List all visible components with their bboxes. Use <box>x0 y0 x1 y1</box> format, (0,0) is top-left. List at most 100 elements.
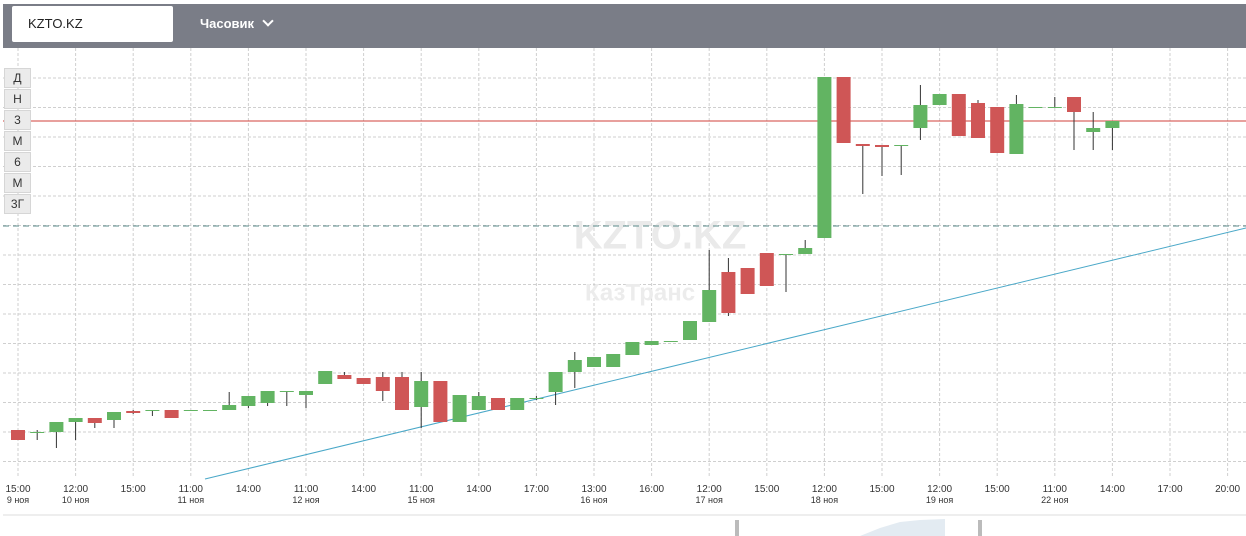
candle-body <box>68 418 83 422</box>
x-tick-label: 16:00 <box>639 484 664 495</box>
candle-body <box>683 321 697 340</box>
watermark: KZTO.KZ <box>574 214 747 258</box>
x-tick-label: 15:00 <box>985 484 1010 495</box>
range-button[interactable]: 3 <box>4 110 31 130</box>
candle-body <box>644 341 659 345</box>
candle-body <box>587 357 601 367</box>
x-tick-label: 11:00 <box>1043 484 1068 495</box>
candle-body <box>548 372 563 392</box>
x-tick-label: 14:00 <box>1100 484 1125 495</box>
period-label: Часовик <box>200 16 255 31</box>
range-button[interactable]: М <box>4 131 31 151</box>
candle-body <box>721 272 736 313</box>
x-day-label: 19 ноя <box>926 495 953 505</box>
range-button[interactable]: Н <box>4 89 31 109</box>
candle-body <box>798 248 813 254</box>
x-day-label: 9 ноя <box>7 495 29 505</box>
x-day-label: 11 ноя <box>177 495 204 505</box>
candle-body <box>913 105 928 128</box>
x-day-label: 10 ноя <box>62 495 89 505</box>
candle-body <box>49 422 64 432</box>
x-day-label: 12 ноя <box>292 495 319 505</box>
candle-body <box>1047 107 1062 108</box>
candle-body <box>1028 107 1043 108</box>
x-tick-label: 14:00 <box>351 484 376 495</box>
candle-body <box>241 396 256 406</box>
candle-body <box>1105 121 1120 128</box>
candle-body <box>452 395 467 422</box>
candle-body <box>1067 97 1081 112</box>
range-button[interactable]: 3Г <box>4 194 31 214</box>
watermark-sub: КазТранс <box>585 279 695 306</box>
period-dropdown[interactable]: Часовик <box>200 4 274 44</box>
x-tick-label: 14:00 <box>466 484 491 495</box>
candle-body <box>529 398 544 399</box>
candle-body <box>1009 104 1024 154</box>
candle-body <box>606 354 621 367</box>
candle-body <box>260 391 275 403</box>
x-tick-label: 15:00 <box>5 484 30 495</box>
candle-body <box>1086 128 1101 132</box>
toolbar: KZTO.KZ Часовик <box>3 4 1246 48</box>
x-tick-label: 17:00 <box>1157 484 1182 495</box>
x-day-label: 16 ноя <box>580 495 607 505</box>
candle-body <box>279 391 294 392</box>
candle-body <box>30 432 45 433</box>
x-tick-label: 12:00 <box>927 484 952 495</box>
candle-body <box>337 375 352 379</box>
candle-body <box>318 371 333 384</box>
x-day-label: 22 ноя <box>1041 495 1068 505</box>
x-tick-label: 14:00 <box>236 484 261 495</box>
x-tick-label: 12:00 <box>63 484 88 495</box>
candle-body <box>126 411 141 413</box>
navigator-handle[interactable] <box>735 520 739 536</box>
range-buttons: Д Н 3 М 6 М 3Г <box>4 68 31 215</box>
candle-body <box>375 377 390 391</box>
grid <box>3 48 1246 476</box>
candle-body <box>894 145 909 146</box>
candle-body <box>87 418 102 423</box>
navigator-handle[interactable] <box>978 520 982 536</box>
candle-body <box>817 77 832 238</box>
candle-body <box>759 253 774 286</box>
candle-body <box>740 268 755 294</box>
candle-body <box>625 342 640 355</box>
x-day-label: 17 ноя <box>696 495 723 505</box>
candle-body <box>951 94 966 136</box>
x-tick-label: 13:00 <box>581 484 606 495</box>
candle-body <box>164 410 179 418</box>
x-tick-label: 15:00 <box>754 484 779 495</box>
candle-body <box>471 396 486 410</box>
x-day-label: 18 ноя <box>811 495 838 505</box>
navigator-area <box>860 519 945 536</box>
candle-body <box>145 410 160 411</box>
candle-body <box>702 290 717 322</box>
candle-body <box>971 103 985 138</box>
candle-body <box>855 144 870 146</box>
candle-body <box>491 398 505 410</box>
x-tick-label: 11:00 <box>179 484 204 495</box>
x-day-label: 15 ноя <box>408 495 435 505</box>
x-tick-label: 20:00 <box>1215 484 1240 495</box>
candle-body <box>663 341 678 342</box>
candle-body <box>11 430 25 440</box>
x-tick-label: 17:00 <box>524 484 549 495</box>
x-tick-label: 15:00 <box>869 484 894 495</box>
candle-body <box>510 398 525 410</box>
candle-body <box>183 410 198 411</box>
x-tick-label: 12:00 <box>812 484 837 495</box>
x-tick-label: 11:00 <box>409 484 434 495</box>
symbol-input[interactable]: KZTO.KZ <box>12 6 173 42</box>
candle-body <box>433 381 448 422</box>
candle-body <box>222 405 237 410</box>
range-button[interactable]: М <box>4 173 31 193</box>
candle-body <box>203 410 217 411</box>
x-tick-label: 12:00 <box>697 484 722 495</box>
range-button[interactable]: 6 <box>4 152 31 172</box>
candle-body <box>779 254 793 255</box>
candle-body <box>932 94 947 105</box>
range-button[interactable]: Д <box>4 68 31 88</box>
candle-body <box>414 381 429 407</box>
x-tick-label: 11:00 <box>294 484 319 495</box>
